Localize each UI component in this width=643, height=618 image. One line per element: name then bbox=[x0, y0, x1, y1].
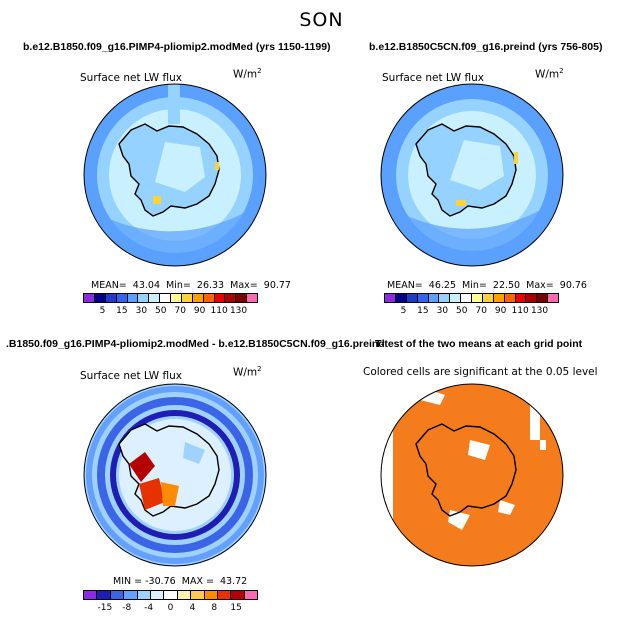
colorbar-tick-label: 15 bbox=[417, 306, 429, 316]
colorbar-tick-label: 30 bbox=[436, 306, 449, 316]
south-polar-map-preind bbox=[380, 83, 564, 267]
colorbar-preind bbox=[384, 293, 559, 303]
colorbar-tick-label: 30 bbox=[135, 306, 148, 316]
south-polar-map-difference bbox=[83, 383, 267, 567]
colorbar-swatch bbox=[482, 294, 494, 302]
stats-model: MEAN= 43.04 Min= 26.33 Max= 90.77 bbox=[91, 280, 291, 291]
colorbar-tick-label: 110 bbox=[511, 306, 529, 316]
colorbar-tick-label: -4 bbox=[144, 603, 154, 613]
colorbar-swatch bbox=[225, 294, 237, 302]
colorbar-swatch bbox=[97, 591, 111, 599]
colorbar-swatch bbox=[428, 294, 440, 302]
colorbar-swatch bbox=[84, 591, 98, 599]
colorbar-tick-label: 50 bbox=[155, 306, 167, 316]
colorbar-tick-label: 90 bbox=[193, 306, 206, 316]
units-label-difference: W/m2 bbox=[233, 365, 262, 379]
colorbar-swatch bbox=[94, 294, 106, 302]
stats-difference: MIN = -30.76 MAX = 43.72 bbox=[113, 576, 248, 587]
stats-preind: MEAN= 46.25 Min= 22.50 Max= 90.76 bbox=[387, 280, 587, 291]
colorbar-swatch bbox=[247, 294, 257, 302]
panel-title-model: b.e12.B1850.f09_g16.PIMP4-pliomip2.modMe… bbox=[23, 41, 331, 53]
colorbar-swatch bbox=[515, 294, 527, 302]
colorbar-swatch bbox=[204, 591, 218, 599]
colorbar-tick-label: 4 bbox=[189, 603, 196, 613]
colorbar-swatch bbox=[181, 294, 193, 302]
colorbar-swatch bbox=[214, 294, 226, 302]
colorbar-swatch bbox=[472, 294, 483, 302]
colorbar-swatch bbox=[149, 294, 161, 302]
colorbar-swatch bbox=[191, 591, 205, 599]
colorbar-tick-label: -15 bbox=[97, 603, 113, 613]
colorbar-swatch bbox=[177, 591, 192, 599]
colorbar-swatch bbox=[138, 294, 150, 302]
colorbar-swatch bbox=[110, 591, 125, 599]
colorbar-tick-label: 5 bbox=[400, 306, 407, 316]
colorbar-tick-label: 0 bbox=[167, 603, 174, 613]
colorbar-tick-label: 70 bbox=[475, 306, 487, 316]
colorbar-swatch bbox=[244, 591, 258, 599]
colorbar-swatch bbox=[137, 591, 151, 599]
colorbar-tick-label: 5 bbox=[99, 306, 106, 316]
colorbar-swatch bbox=[116, 294, 128, 302]
colorbar-swatch bbox=[395, 294, 407, 302]
colorbar-swatch bbox=[217, 591, 232, 599]
colorbar-swatch bbox=[192, 294, 204, 302]
colorbar-swatch bbox=[127, 294, 139, 302]
figure-title: SON bbox=[299, 9, 344, 31]
colorbar-tick-label: 130 bbox=[229, 306, 248, 316]
variable-label-model: Surface net LW flux bbox=[80, 72, 182, 84]
colorbar-tick-label: -8 bbox=[122, 603, 132, 613]
colorbar-swatch bbox=[105, 294, 117, 302]
colorbar-swatch bbox=[171, 294, 182, 302]
colorbar-swatch bbox=[526, 294, 538, 302]
colorbar-swatch bbox=[417, 294, 429, 302]
south-polar-map-ttest bbox=[380, 383, 564, 567]
colorbar-swatch bbox=[203, 294, 215, 302]
colorbar-swatch bbox=[84, 294, 95, 302]
colorbar-tick-label: 90 bbox=[494, 306, 507, 316]
colorbar-swatch bbox=[160, 294, 171, 302]
colorbar-swatch bbox=[439, 294, 451, 302]
colorbar-tick-label: 15 bbox=[230, 603, 242, 613]
colorbar-swatch bbox=[537, 294, 549, 302]
colorbar-swatch bbox=[150, 591, 165, 599]
colorbar-swatch bbox=[504, 294, 516, 302]
units-label-model: W/m2 bbox=[233, 67, 262, 81]
colorbar-tick-label: 8 bbox=[211, 603, 218, 613]
colorbar-tick-label: 15 bbox=[116, 306, 128, 316]
panel-title-ttest: T-test of the two means at each grid poi… bbox=[375, 338, 583, 350]
south-polar-map-model bbox=[83, 83, 267, 267]
significance-note: Colored cells are significant at the 0.0… bbox=[363, 366, 598, 378]
colorbar-swatch bbox=[548, 294, 558, 302]
colorbar-difference bbox=[83, 590, 258, 600]
variable-label-difference: Surface net LW flux bbox=[80, 370, 182, 382]
colorbar-swatch bbox=[164, 591, 178, 599]
colorbar-swatch bbox=[124, 591, 138, 599]
colorbar-ticks-model: 5 15 30 50 70 90 110 130 bbox=[83, 306, 258, 318]
variable-label-preind: Surface net LW flux bbox=[382, 72, 484, 84]
colorbar-swatch bbox=[385, 294, 396, 302]
colorbar-ticks-preind: 5 15 30 50 70 90 110 130 bbox=[384, 306, 559, 318]
colorbar-swatch bbox=[236, 294, 248, 302]
colorbar-ticks-difference: -15 -8 -4 0 4 8 15 bbox=[83, 603, 258, 615]
units-label-preind: W/m2 bbox=[535, 67, 564, 81]
colorbar-swatch bbox=[493, 294, 505, 302]
colorbar-swatch bbox=[450, 294, 462, 302]
colorbar-tick-label: 50 bbox=[456, 306, 468, 316]
panel-title-preind: b.e12.B1850C5CN.f09_g16.preind (yrs 756-… bbox=[369, 41, 603, 53]
colorbar-swatch bbox=[231, 591, 245, 599]
panel-title-difference: .B1850.f09_g16.PIMP4-pliomip2.modMed - b… bbox=[6, 338, 385, 350]
colorbar-model bbox=[83, 293, 258, 303]
colorbar-tick-label: 130 bbox=[530, 306, 549, 316]
colorbar-tick-label: 70 bbox=[174, 306, 186, 316]
colorbar-tick-label: 110 bbox=[210, 306, 228, 316]
colorbar-swatch bbox=[461, 294, 472, 302]
colorbar-swatch bbox=[406, 294, 418, 302]
